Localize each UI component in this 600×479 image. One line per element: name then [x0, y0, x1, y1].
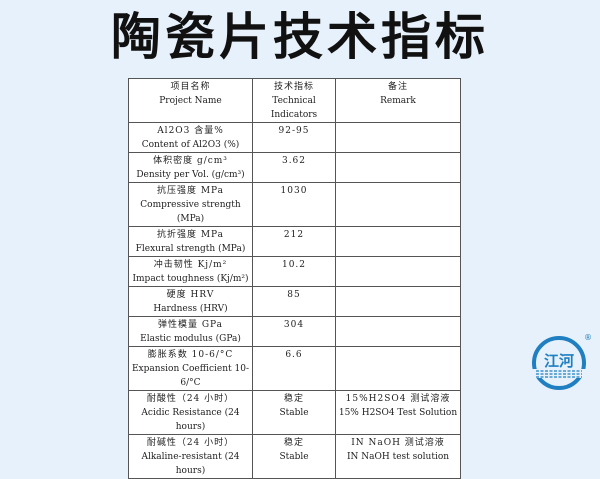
header-project-name: 项目名称 Project Name — [128, 78, 253, 123]
remark-en: 15% H2SO4 Test Solution — [338, 408, 458, 418]
name-cell: 弹性模量 GPa Elastic modulus (GPa) — [128, 316, 253, 347]
value-zh: 85 — [287, 290, 301, 300]
table-row: 耐碱性（24 小时） Alkaline-resistant (24 hours) 稳… — [128, 434, 461, 479]
value-cell: 212 — [252, 226, 336, 257]
value-cell: 85 — [252, 286, 336, 317]
name-zh: Al2O3 含量% — [157, 126, 224, 136]
table-row: Al2O3 含量% Content of Al2O3 (%) 92-95 — [128, 122, 461, 153]
name-en: Elastic modulus (GPa) — [140, 334, 241, 344]
spec-table: 项目名称 Project Name 技术指标 Technical Indicator… — [128, 78, 461, 479]
name-cell: Al2O3 含量% Content of Al2O3 (%) — [128, 122, 253, 153]
remark-cell — [335, 152, 461, 183]
name-en: Compressive strength (MPa) — [140, 200, 241, 224]
value-cell: 3.62 — [252, 152, 336, 183]
value-cell: 1030 — [252, 182, 336, 227]
remark-cell — [335, 182, 461, 227]
table-row: 硬度 HRV Hardness (HRV) 85 — [128, 286, 461, 317]
remark-zh: IN NaOH 测试溶液 — [351, 438, 445, 448]
table-row: 体积密度 g/cm³ Density per Vol. (g/cm³) 3.62 — [128, 152, 461, 183]
value-zh: 3.62 — [281, 156, 307, 166]
remark-cell — [335, 346, 461, 391]
remark-cell: IN NaOH 测试溶液 IN NaOH test solution — [335, 434, 461, 479]
value-zh: 212 — [283, 230, 305, 240]
table-row: 抗折强度 MPa Flexural strength (MPa) 212 — [128, 226, 461, 257]
name-cell: 耐碱性（24 小时） Alkaline-resistant (24 hours) — [128, 434, 253, 479]
value-zh: 304 — [283, 320, 305, 330]
remark-en: IN NaOH test solution — [346, 452, 450, 462]
name-en: Alkaline-resistant (24 hours) — [141, 452, 240, 476]
page-title: 陶瓷片技术指标 — [111, 8, 489, 66]
name-en: Acidic Resistance (24 hours) — [141, 408, 240, 432]
name-en: Flexural strength (MPa) — [135, 244, 246, 254]
value-cell: 10.2 — [252, 256, 336, 287]
table-row: 膨胀系数 10-6/°C Expansion Coefficient 10-6/°… — [128, 346, 461, 391]
remark-cell — [335, 286, 461, 317]
value-en: Stable — [279, 452, 309, 462]
remark-cell: 15%H2SO4 测试溶液 15% H2SO4 Test Solution — [335, 390, 461, 435]
name-cell: 冲击韧性 Kj/m² Impact toughness (Kj/m²) — [128, 256, 253, 287]
value-zh: 1030 — [280, 186, 308, 196]
remark-cell — [335, 226, 461, 257]
header-zh: 备注 — [387, 82, 408, 92]
value-en: Stable — [279, 408, 309, 418]
value-zh: 稳定 — [283, 438, 304, 448]
remark-zh: 15%H2SO4 测试溶液 — [345, 394, 451, 404]
value-zh: 6.6 — [285, 350, 303, 360]
header-en: Technical Indicators — [270, 96, 318, 120]
jianghe-logo: 江河 ® — [532, 333, 592, 390]
table-row: 冲击韧性 Kj/m² Impact toughness (Kj/m²) 10.2 — [128, 256, 461, 287]
logo-text: 江河 — [544, 352, 574, 370]
registered-mark: ® — [584, 333, 592, 342]
table-row: 耐酸性（24 小时） Acidic Resistance (24 hours) 稳定… — [128, 390, 461, 435]
name-en: Content of Al2O3 (%) — [141, 140, 240, 150]
header-zh: 技术指标 — [273, 82, 314, 92]
header-zh: 项目名称 — [170, 82, 211, 92]
name-cell: 体积密度 g/cm³ Density per Vol. (g/cm³) — [128, 152, 253, 183]
name-zh: 硬度 HRV — [166, 290, 215, 300]
value-zh: 稳定 — [283, 394, 304, 404]
name-zh: 抗压强度 MPa — [156, 186, 225, 196]
value-cell: 92-95 — [252, 122, 336, 153]
table-header-row: 项目名称 Project Name 技术指标 Technical Indicator… — [128, 78, 461, 123]
name-cell: 膨胀系数 10-6/°C Expansion Coefficient 10-6/°… — [128, 346, 253, 391]
value-cell: 304 — [252, 316, 336, 347]
table-row: 弹性模量 GPa Elastic modulus (GPa) 304 — [128, 316, 461, 347]
remark-cell — [335, 256, 461, 287]
name-zh: 膨胀系数 10-6/°C — [147, 350, 234, 360]
name-en: Density per Vol. (g/cm³) — [136, 170, 245, 180]
name-en: Hardness (HRV) — [153, 304, 228, 314]
name-zh: 耐碱性（24 小时） — [146, 438, 235, 448]
header-technical-indicators: 技术指标 Technical Indicators — [252, 78, 336, 123]
name-zh: 抗折强度 MPa — [156, 230, 225, 240]
name-zh: 弹性模量 GPa — [157, 320, 224, 330]
name-cell: 抗压强度 MPa Compressive strength (MPa) — [128, 182, 253, 227]
table-row: 抗压强度 MPa Compressive strength (MPa) 1030 — [128, 182, 461, 227]
name-cell: 抗折强度 MPa Flexural strength (MPa) — [128, 226, 253, 257]
remark-cell — [335, 122, 461, 153]
value-cell: 稳定 Stable — [252, 434, 336, 479]
remark-cell — [335, 316, 461, 347]
header-en: Project Name — [159, 96, 222, 106]
name-zh: 冲击韧性 Kj/m² — [153, 260, 228, 270]
name-zh: 耐酸性（24 小时） — [146, 394, 235, 404]
value-zh: 10.2 — [281, 260, 307, 270]
name-zh: 体积密度 g/cm³ — [153, 156, 228, 166]
name-cell: 耐酸性（24 小时） Acidic Resistance (24 hours) — [128, 390, 253, 435]
name-en: Impact toughness (Kj/m²) — [132, 274, 249, 284]
value-cell: 稳定 Stable — [252, 390, 336, 435]
header-en: Remark — [380, 96, 416, 106]
value-cell: 6.6 — [252, 346, 336, 391]
name-en: Expansion Coefficient 10-6/°C — [131, 364, 250, 388]
value-zh: 92-95 — [278, 126, 310, 136]
header-remark: 备注 Remark — [335, 78, 461, 123]
name-cell: 硬度 HRV Hardness (HRV) — [128, 286, 253, 317]
